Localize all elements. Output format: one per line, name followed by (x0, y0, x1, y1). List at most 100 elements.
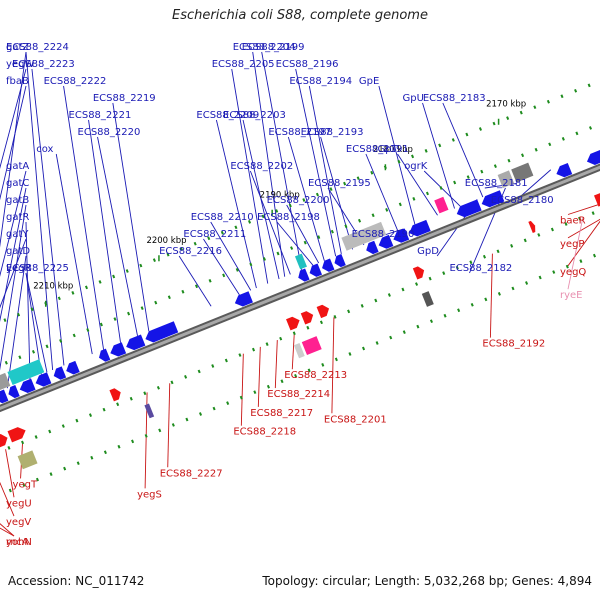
reverse-gene-arrow[interactable] (0, 433, 8, 448)
bottom-gene-label: yegP (560, 239, 584, 250)
forward-gene-arrow[interactable] (145, 321, 179, 343)
reverse-feature-box[interactable] (301, 336, 322, 356)
bottom-gene-label: yohN (6, 537, 32, 548)
scale-dot (457, 308, 461, 313)
top-label-leader (397, 153, 438, 216)
forward-gene-arrow[interactable] (378, 234, 394, 249)
top-label-leader (0, 51, 27, 248)
forward-gene-arrow[interactable] (126, 334, 146, 351)
top-gene-label: gatA (6, 161, 29, 172)
scale-dot (292, 331, 296, 336)
scale-dot (401, 287, 405, 292)
forward-feature-box[interactable] (497, 170, 515, 188)
reverse-feature-box[interactable] (144, 403, 155, 419)
forward-feature-box[interactable] (511, 162, 534, 183)
scale-dot (389, 335, 393, 340)
forward-gene-arrow[interactable] (586, 142, 600, 165)
bottom-gene-label: rncA (6, 537, 29, 548)
scale-dot (343, 181, 347, 186)
scale-dot (371, 213, 375, 218)
top-gene-label: gatB (6, 195, 29, 206)
top-label-leader (25, 221, 31, 380)
reverse-gene-arrow[interactable] (300, 311, 314, 325)
top-label-leader (0, 238, 27, 309)
forward-gene-arrow[interactable] (456, 199, 482, 218)
scale-dot (550, 227, 554, 232)
reverse-gene-arrow[interactable] (593, 193, 600, 207)
forward-gene-arrow[interactable] (409, 219, 431, 237)
scale-dot (591, 211, 595, 215)
forward-gene-arrow[interactable] (35, 372, 52, 387)
scale-dot (143, 391, 147, 396)
reverse-gene-arrow[interactable] (528, 220, 536, 234)
scale-dot (226, 401, 230, 405)
forward-gene-arrow[interactable] (298, 268, 310, 282)
forward-gene-arrow[interactable] (110, 342, 127, 357)
forward-gene-arrow[interactable] (481, 190, 505, 208)
scale-dot (139, 263, 143, 268)
forward-gene-arrow[interactable] (19, 378, 36, 393)
scale-dot (416, 324, 420, 329)
scale-dot (116, 402, 120, 407)
scale-dot (72, 333, 76, 338)
top-gene-label: ECS88_2219 (93, 93, 156, 104)
forward-gene-arrow[interactable] (309, 263, 323, 277)
scale-dot (84, 285, 89, 290)
scale-dot (560, 94, 564, 99)
top-gene-label: ECS88_2182 (449, 263, 512, 274)
reverse-feature-box[interactable] (17, 450, 38, 470)
scale-dot (397, 159, 401, 164)
top-label-leader (112, 102, 150, 332)
forward-feature-box[interactable] (0, 372, 11, 391)
forward-gene-arrow[interactable] (53, 366, 67, 380)
reverse-gene-arrow[interactable] (412, 266, 425, 280)
forward-gene-arrow[interactable] (366, 240, 379, 255)
scale-dot (34, 435, 38, 439)
gene-features[interactable] (0, 142, 600, 496)
forward-gene-arrow[interactable] (334, 253, 346, 268)
reverse-gene-arrow[interactable] (316, 304, 330, 319)
top-gene-label: GpT (378, 144, 399, 155)
scale-dot (156, 385, 160, 390)
forward-gene-arrow[interactable] (8, 385, 20, 399)
scale-dot (319, 320, 323, 325)
scale-dot (3, 318, 7, 323)
forward-gene-arrow[interactable] (393, 228, 410, 243)
forward-gene-arrow[interactable] (0, 389, 9, 404)
forward-feature-box[interactable] (7, 359, 45, 385)
top-gene-label: ECS88_2199 (242, 42, 305, 53)
forward-feature-box[interactable] (341, 221, 387, 251)
scale-dot (362, 346, 366, 351)
forward-gene-arrow[interactable] (99, 348, 111, 362)
scale-dot (375, 341, 379, 345)
forward-gene-arrow[interactable] (556, 162, 573, 178)
scale-dot (552, 270, 556, 274)
scale-dot (374, 298, 378, 303)
forward-feature-box[interactable] (434, 196, 449, 214)
top-label-leader (178, 255, 212, 307)
bottom-label-leader (291, 333, 295, 370)
scale-dot (86, 328, 90, 332)
reverse-feature-box[interactable] (421, 291, 434, 307)
reverse-gene-arrow[interactable] (286, 316, 300, 331)
top-label-leader (0, 204, 27, 371)
scale-dot (525, 281, 529, 285)
forward-gene-arrow[interactable] (234, 291, 253, 307)
reverse-gene-arrow[interactable] (109, 388, 121, 402)
forward-feature-box[interactable] (294, 253, 307, 270)
scale-dot (171, 423, 175, 427)
reverse-feature-box[interactable] (293, 342, 305, 359)
top-gene-label: ECS88_2180 (491, 195, 554, 206)
top-gene-label: ECS88_2197 (268, 127, 331, 138)
scale-dot (184, 375, 188, 379)
forward-gene-arrow[interactable] (322, 258, 335, 272)
top-gene-label: ECS88_2220 (78, 127, 141, 138)
forward-gene-arrow[interactable] (66, 360, 80, 375)
scale-dot (429, 319, 433, 324)
reverse-gene-arrow[interactable] (7, 427, 26, 443)
scale-dot (534, 147, 538, 152)
scale-dot (412, 197, 416, 201)
scale-dot (48, 429, 52, 434)
scale-dot (98, 280, 102, 284)
